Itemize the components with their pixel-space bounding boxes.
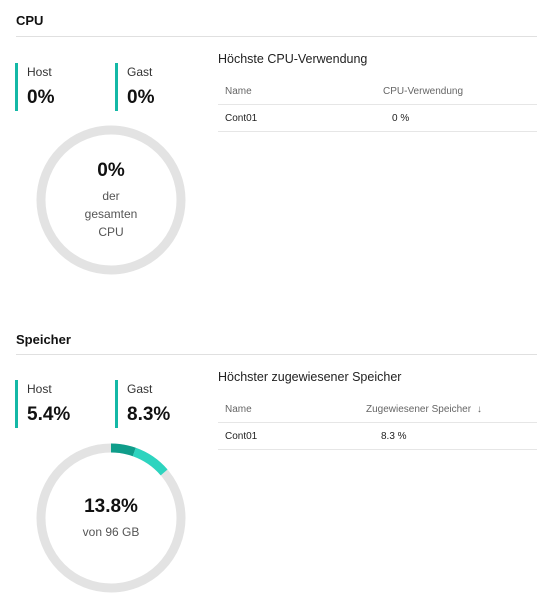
memory-host-label: Host <box>27 382 52 396</box>
cpu-guest-metric: Gast 0% <box>115 63 154 111</box>
memory-donut-center: 13.8% von 96 GB <box>35 442 187 594</box>
memory-table-header: Name Zugewiesener Speicher ↓ <box>218 396 537 423</box>
arrow-down-icon: ↓ <box>476 404 482 415</box>
memory-col-allocated[interactable]: Zugewiesener Speicher ↓ <box>366 404 482 415</box>
memory-row-allocated: 8.3 % <box>381 431 407 442</box>
cpu-host-metric: Host 0% <box>15 63 54 111</box>
memory-donut-subtext: von 96 GB <box>82 525 140 539</box>
cpu-donut-subtext-1: der <box>102 189 120 203</box>
memory-donut-chart: 13.8% von 96 GB <box>35 442 187 594</box>
table-row[interactable]: Cont01 0 % <box>218 105 537 132</box>
memory-section-title: Speicher <box>16 332 71 347</box>
memory-row-name: Cont01 <box>225 431 258 442</box>
memory-donut-svg <box>36 443 186 593</box>
cpu-guest-label: Gast <box>127 65 153 79</box>
memory-host-metric: Host 5.4% <box>15 380 70 428</box>
cpu-col-usage[interactable]: CPU-Verwendung <box>383 86 464 97</box>
cpu-table: Name CPU-Verwendung Cont01 0 % <box>218 78 537 132</box>
cpu-row-name: Cont01 <box>225 113 258 124</box>
cpu-divider <box>16 36 537 37</box>
cpu-section-title: CPU <box>16 13 44 28</box>
memory-guest-metric: Gast 8.3% <box>115 380 170 428</box>
table-row[interactable]: Cont01 8.3 % <box>218 423 537 450</box>
memory-host-value: 5.4% <box>27 404 71 425</box>
memory-donut-host-arc <box>36 443 186 593</box>
cpu-donut-subtext-3: CPU <box>98 225 124 239</box>
cpu-host-value: 0% <box>27 87 55 108</box>
cpu-col-name[interactable]: Name <box>225 86 252 97</box>
memory-divider <box>16 354 537 355</box>
memory-guest-label: Gast <box>127 382 153 396</box>
cpu-donut-svg <box>36 125 186 275</box>
memory-table: Name Zugewiesener Speicher ↓ Cont01 8.3 … <box>218 396 537 450</box>
cpu-donut-center: 0% der gesamten CPU <box>35 124 187 276</box>
memory-donut-value: 13.8% <box>84 496 138 517</box>
cpu-row-usage: 0 % <box>392 113 410 124</box>
cpu-donut-value: 0% <box>97 160 125 181</box>
memory-col-allocated-label: Zugewiesener Speicher <box>366 404 472 415</box>
memory-guest-value: 8.3% <box>127 404 171 425</box>
cpu-table-header: Name CPU-Verwendung <box>218 78 537 105</box>
memory-table-title: Höchster zugewiesener Speicher <box>218 370 402 384</box>
cpu-donut-subtext-2: gesamten <box>84 207 138 221</box>
cpu-guest-value: 0% <box>127 87 155 108</box>
cpu-table-title: Höchste CPU-Verwendung <box>218 52 368 66</box>
memory-col-name[interactable]: Name <box>225 404 252 415</box>
cpu-donut-chart: 0% der gesamten CPU <box>35 124 187 276</box>
cpu-host-label: Host <box>27 65 52 79</box>
cpu-donut-track <box>36 125 186 275</box>
